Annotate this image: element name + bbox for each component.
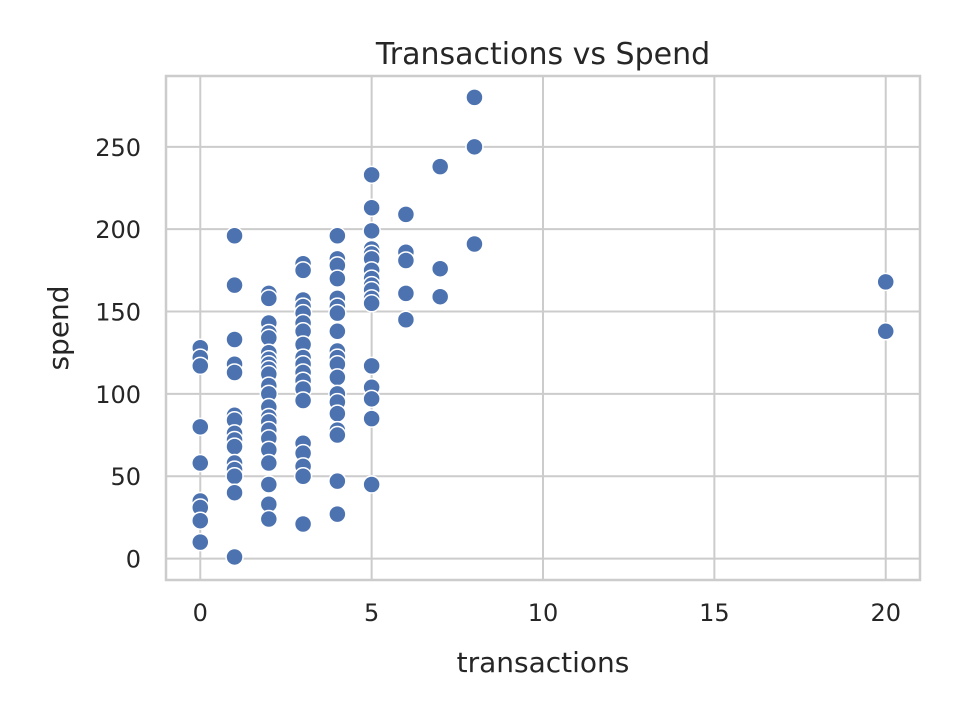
data-point [430,157,450,176]
chart-title: Transactions vs Spend [375,37,710,72]
data-point [465,137,484,157]
data-point [225,226,244,246]
data-point [362,221,381,241]
y-tick-label: 100 [95,381,141,409]
x-tick-label: 10 [528,599,559,627]
data-point [362,389,381,409]
data-point [225,466,244,486]
data-point [328,368,347,387]
data-point [430,259,450,278]
data-point [362,356,381,376]
data-point [225,483,244,502]
data-point [191,511,210,530]
data-point [328,322,347,341]
data-point [876,322,895,341]
y-tick-label: 250 [95,134,141,162]
data-point [225,330,244,349]
x-tick-label: 5 [364,599,379,627]
data-point [328,269,347,288]
data-point [465,88,484,107]
y-gridlines [166,145,920,560]
data-point [362,198,381,218]
data-point [259,509,279,529]
data-point [328,303,347,323]
data-point [362,294,381,313]
data-point [396,251,416,270]
data-point [430,287,450,306]
data-point [396,310,416,330]
data-point [328,226,347,246]
data-point [191,453,210,473]
y-tick-labels: 0 50 100 150 200 250 [95,134,141,574]
y-tick-label: 200 [95,216,141,244]
data-point [396,205,416,224]
y-axis-label: spend [42,285,75,370]
data-point [293,391,313,410]
y-tick-label: 150 [95,299,141,327]
data-point [362,409,381,428]
data-point [396,284,416,303]
data-point [328,425,347,445]
data-point [465,234,484,254]
data-point [191,417,210,437]
x-tick-label: 0 [193,599,208,627]
data-point [328,404,347,423]
x-axis-label: transactions [457,646,630,679]
x-tick-label: 20 [870,599,901,627]
data-point [259,475,279,494]
data-point [876,272,895,292]
data-point [293,261,313,280]
data-point [362,165,381,185]
data-point [225,363,244,382]
data-point [225,437,244,456]
data-points [191,88,895,567]
data-point [225,547,244,567]
x-tick-label: 15 [699,599,730,627]
data-point [362,475,381,494]
data-point [293,514,313,534]
data-point [191,356,210,376]
data-point [259,453,279,473]
x-tick-labels: 0 5 10 15 20 [193,599,901,627]
y-tick-label: 0 [126,546,141,574]
data-point [259,289,279,308]
data-point [328,471,347,491]
data-point [293,466,313,486]
plot-frame [164,74,922,582]
data-point [191,532,210,552]
data-point [225,275,244,295]
y-tick-label: 50 [110,463,141,491]
data-point [328,504,347,524]
